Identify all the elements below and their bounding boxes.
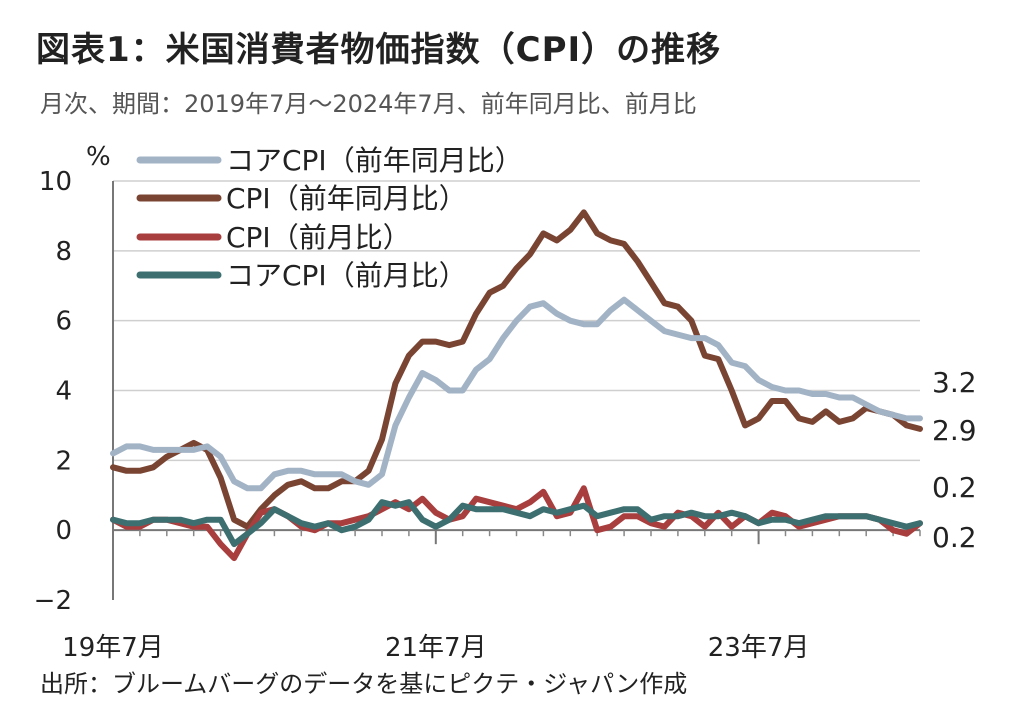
y-tick-label: 2	[55, 446, 72, 476]
legend-label: コアCPI（前年同月比）	[226, 144, 523, 177]
series-end-label: 3.2	[932, 366, 977, 399]
y-tick-label: 0	[55, 516, 72, 546]
legend-label: CPI（前月比）	[226, 221, 411, 254]
series-end-label: 0.2	[932, 471, 977, 504]
y-tick-label: −2	[34, 586, 72, 616]
y-tick-label: 8	[55, 237, 72, 267]
legend: コアCPI（前年同月比） CPI（前年同月比） CPI（前月比） コアCPI（前月比）	[136, 144, 523, 292]
chart-subtitle: 月次、期間：2019年7月～2024年7月、前年同月比、前月比	[40, 90, 697, 118]
y-tick-label: 10	[39, 167, 72, 197]
series-line	[110, 499, 923, 548]
source-note: 出所：ブルームバーグのデータを基にピクテ・ジャパン作成	[40, 670, 688, 698]
y-axis-ticks: −2 0 2 4 6 8 10%	[34, 142, 111, 616]
series-end-label: 2.9	[932, 414, 977, 447]
chart-title: 図表1：米国消費者物価指数（CPI）の推移	[36, 30, 722, 70]
series-lines	[110, 209, 923, 562]
legend-label: CPI（前年同月比）	[226, 182, 467, 215]
x-tick-label: 21年7月	[385, 633, 487, 663]
legend-label: コアCPI（前月比）	[226, 259, 467, 292]
y-tick-label: 4	[55, 377, 72, 407]
x-tick-label: 19年7月	[62, 633, 164, 663]
y-tick-label: 6	[55, 307, 72, 337]
series-line	[110, 296, 923, 492]
series-end-label: 0.2	[932, 521, 977, 554]
x-axis-ticks: 19年7月 21年7月 23年7月	[62, 633, 809, 663]
end-labels: 3.2 2.9 0.2 0.2	[932, 366, 977, 554]
y-axis-unit: %	[86, 142, 111, 172]
series-line	[110, 209, 923, 530]
x-tick-label: 23年7月	[708, 633, 810, 663]
